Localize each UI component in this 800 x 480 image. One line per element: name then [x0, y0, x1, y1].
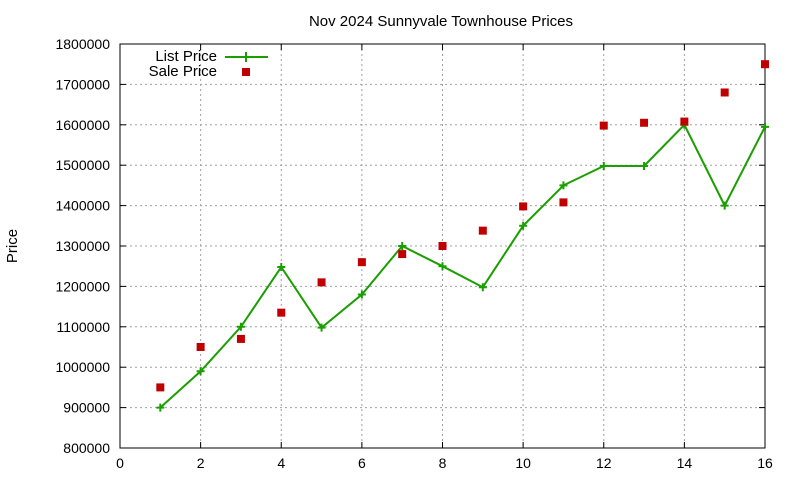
y-tick-label: 1800000 — [55, 36, 110, 52]
data-point — [156, 403, 165, 412]
data-point — [438, 242, 447, 250]
x-tick-label: 6 — [358, 455, 366, 471]
data-point — [720, 88, 729, 97]
data-point — [357, 290, 366, 299]
data-point — [156, 383, 165, 392]
legend-label-sale-price: Sale Price — [149, 63, 217, 80]
series — [156, 60, 769, 412]
x-tick-label: 0 — [116, 455, 124, 471]
data-point — [398, 242, 407, 250]
data-point — [277, 263, 286, 272]
data-point — [680, 117, 689, 126]
x-tick-label: 4 — [277, 455, 285, 471]
data-point — [196, 343, 205, 351]
data-point — [519, 202, 528, 211]
data-point — [438, 262, 447, 271]
legend-marker-sale-price — [242, 68, 250, 76]
data-point — [236, 334, 245, 343]
data-point — [277, 308, 286, 317]
series-sale-price — [156, 60, 769, 392]
y-tick-label: 800000 — [63, 440, 110, 456]
plot-frame — [119, 43, 766, 449]
data-point — [599, 162, 608, 171]
data-point — [357, 258, 366, 267]
x-tick-label: 12 — [596, 455, 612, 471]
data-point — [478, 226, 487, 235]
legend: List Price Sale Price — [149, 48, 268, 80]
y-tick-label: 1100000 — [57, 319, 111, 335]
data-point — [317, 323, 326, 332]
data-point — [599, 121, 608, 130]
x-tick-label: 8 — [439, 455, 447, 471]
axis-ticks: 0 2 4 6 8 10 12 14 16 800000 900000 1000000 1100000 1… — [55, 36, 773, 471]
data-point — [236, 322, 245, 331]
data-point — [640, 118, 649, 127]
data-point — [559, 198, 568, 207]
data-point — [478, 283, 487, 292]
y-tick-label: 1700000 — [55, 76, 110, 92]
y-tick-label: 1200000 — [55, 278, 110, 294]
y-tick-label: 1400000 — [55, 198, 110, 214]
y-tick-label: 1600000 — [55, 117, 110, 133]
data-point — [196, 367, 205, 376]
data-point — [559, 181, 568, 190]
x-tick-label: 14 — [677, 455, 693, 471]
data-point — [519, 221, 528, 230]
y-tick-label: 900000 — [63, 400, 110, 416]
x-tick-label: 16 — [757, 455, 773, 471]
chart-title: Nov 2024 Sunnyvale Townhouse Prices — [309, 13, 573, 30]
y-tick-label: 1500000 — [55, 157, 110, 173]
series-list-price — [156, 120, 769, 412]
y-tick-label: 1000000 — [55, 359, 110, 375]
data-point — [317, 278, 326, 287]
legend-label-list-price: List Price — [155, 48, 217, 65]
data-point — [761, 122, 769, 131]
data-point — [640, 162, 649, 171]
y-tick-label: 1300000 — [55, 238, 110, 254]
legend-marker-list-price — [241, 52, 251, 62]
series-line — [159, 123, 766, 409]
y-axis-label: Price — [4, 229, 21, 263]
data-point — [398, 250, 407, 259]
x-tick-label: 2 — [197, 455, 205, 471]
x-tick-label: 10 — [515, 455, 531, 471]
data-point — [761, 60, 769, 69]
data-point — [720, 201, 729, 210]
